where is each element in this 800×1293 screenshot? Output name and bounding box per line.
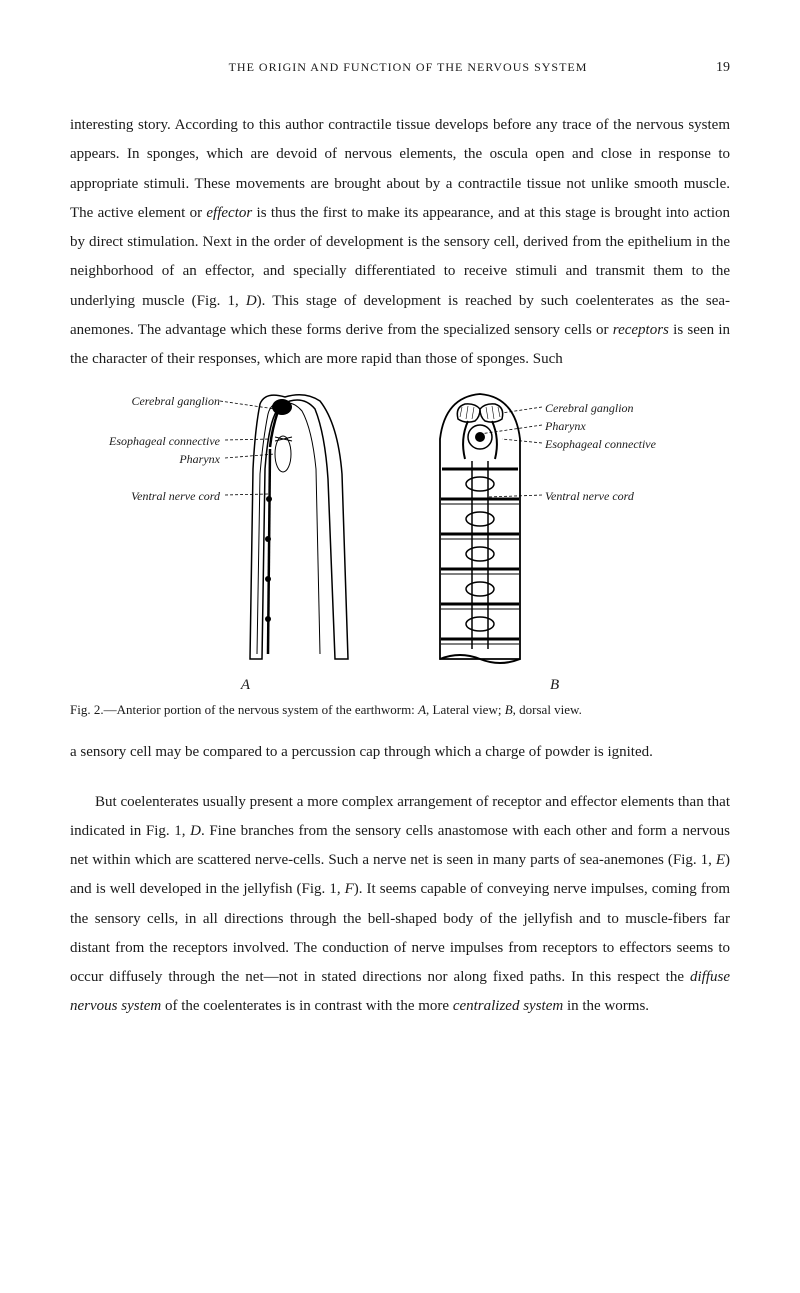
label-b-esophageal: Esophageal connective (545, 437, 656, 452)
paragraph-2: a sensory cell may be compared to a perc… (70, 738, 730, 767)
diagram-a-svg (120, 389, 380, 669)
p2-text: a sensory cell may be compared to a perc… (70, 744, 653, 760)
p3-cont4: of the coelenterates is in contrast with… (161, 998, 453, 1014)
sublabel-b: B (550, 677, 559, 694)
p1-D: D (246, 293, 257, 309)
sublabel-a: A (241, 677, 250, 694)
label-a-pharynx: Pharynx (179, 452, 220, 467)
figure-2: Cerebral ganglion Esophageal connective … (70, 389, 730, 669)
p3-centralized: centralized system (453, 998, 563, 1014)
page-number: 19 (716, 60, 730, 76)
label-b-cerebral: Cerebral ganglion (545, 401, 634, 416)
p1-receptors: receptors (613, 322, 669, 338)
caption-end: , dorsal view. (513, 702, 582, 717)
paragraph-3: But coelenterates usually present a more… (70, 788, 730, 1022)
p1-effector: effector (206, 205, 252, 221)
p3-cont5: in the worms. (563, 998, 649, 1014)
figure-caption: Fig. 2.—Anterior portion of the nervous … (70, 702, 730, 718)
p3-D: D (190, 823, 201, 839)
label-b-pharynx: Pharynx (545, 419, 586, 434)
figure-b: Cerebral ganglion Pharynx Esophageal con… (420, 389, 680, 669)
figure-sublabels: A B (70, 677, 730, 694)
p3-F: F (345, 881, 354, 897)
label-a-cerebral: Cerebral ganglion (131, 394, 220, 409)
label-a-esophageal: Esophageal connective (109, 434, 220, 449)
label-b-ventral: Ventral nerve cord (545, 489, 634, 504)
header-title: THE ORIGIN AND FUNCTION OF THE NERVOUS S… (100, 60, 716, 75)
label-a-ventral: Ventral nerve cord (131, 489, 220, 504)
paragraph-1: interesting story. According to this aut… (70, 111, 730, 374)
caption-prefix: Fig. 2.—Anterior portion of the nervous … (70, 702, 418, 717)
caption-mid1: , Lateral view; (426, 702, 505, 717)
caption-a: A (418, 702, 426, 717)
page-header: THE ORIGIN AND FUNCTION OF THE NERVOUS S… (70, 60, 730, 76)
figure-a: Cerebral ganglion Esophageal connective … (120, 389, 380, 669)
caption-b: B (505, 702, 513, 717)
p3-E: E (716, 852, 725, 868)
